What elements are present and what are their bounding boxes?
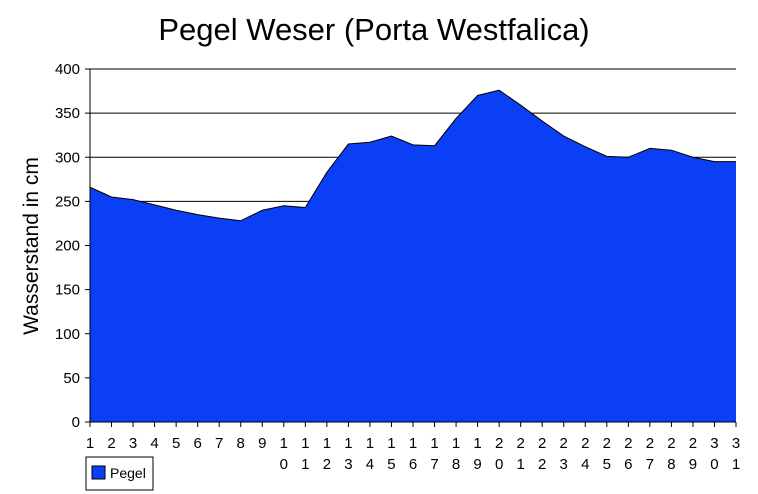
y-tick-label: 400 bbox=[55, 61, 80, 78]
legend-swatch bbox=[91, 465, 106, 480]
x-tick-label: 1 bbox=[86, 435, 94, 452]
series-area-pegel bbox=[90, 90, 736, 423]
x-tick-label: 5 bbox=[172, 435, 180, 452]
y-tick-label: 150 bbox=[55, 282, 80, 299]
x-tick-label: 3 bbox=[129, 435, 137, 452]
y-tick-label: 50 bbox=[63, 370, 80, 387]
x-tick-label: 2 bbox=[107, 435, 115, 452]
x-tick-label: 7 bbox=[215, 435, 223, 452]
y-tick-label: 100 bbox=[55, 326, 80, 343]
chart-title: Pegel Weser (Porta Westfalica) bbox=[158, 12, 589, 47]
x-tick-label: 4 bbox=[150, 435, 158, 452]
series-line-pegel bbox=[89, 89, 736, 222]
y-axis-title: Wasserstand in cm bbox=[20, 157, 43, 335]
legend-label: Pegel bbox=[110, 465, 146, 481]
area-layer bbox=[89, 89, 736, 423]
x-tick-label: 9 bbox=[258, 435, 266, 452]
y-tick-labels: 0 50 100 150 200 250 300 350 400 bbox=[55, 61, 80, 431]
y-tick-label: 0 bbox=[72, 414, 80, 431]
x-tick-labels: 1 2 3 4 5 6 7 8 9 1 01 11 21 31 41 51 61 71 81 92 02 12 22 32 42… bbox=[86, 435, 740, 473]
legend: Pegel bbox=[85, 456, 154, 491]
y-tick-label: 300 bbox=[55, 149, 80, 166]
axes bbox=[85, 68, 737, 427]
x-tick-label: 8 bbox=[237, 435, 245, 452]
x-tick-label: 6 bbox=[193, 435, 201, 452]
y-tick-label: 200 bbox=[55, 238, 80, 255]
y-tick-label: 250 bbox=[55, 193, 80, 210]
y-tick-label: 350 bbox=[55, 105, 80, 122]
